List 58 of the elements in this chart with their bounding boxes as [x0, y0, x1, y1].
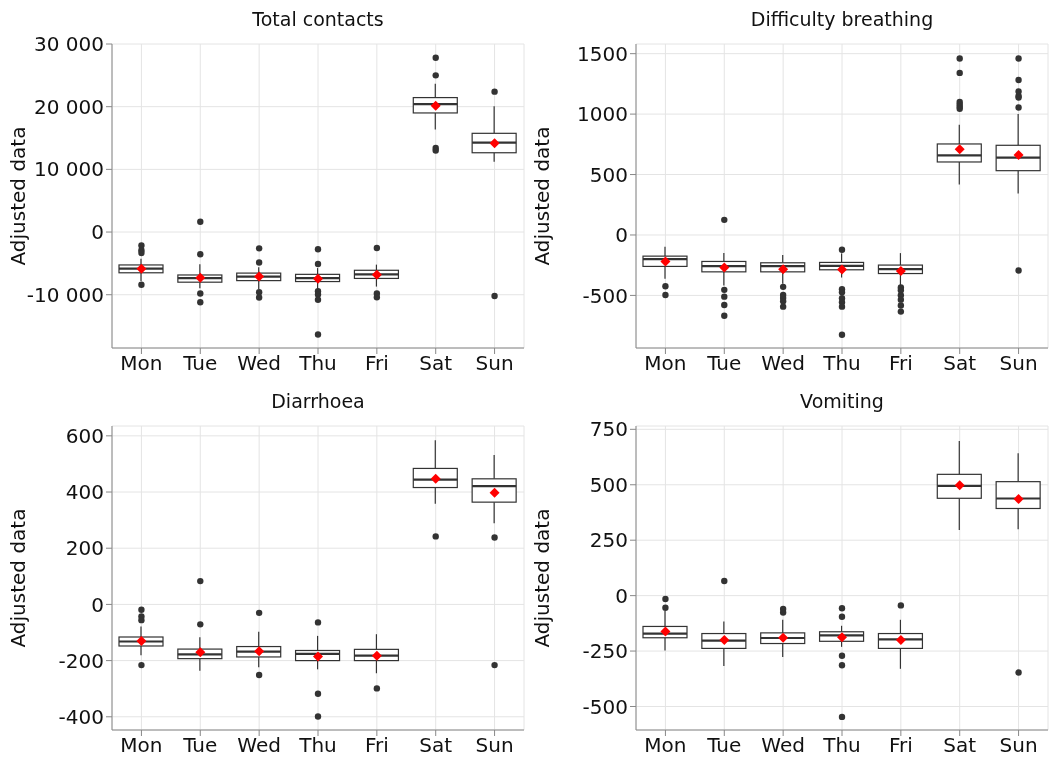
y-tick-label: -400 — [58, 704, 104, 729]
x-tick-label: Mon — [644, 733, 687, 758]
x-tick-label: Tue — [706, 733, 742, 758]
x-tick-label: Wed — [237, 351, 281, 376]
x-tick-label: Sun — [475, 733, 514, 758]
y-tick-label: 0 — [615, 223, 628, 248]
x-tick-label: Thu — [298, 733, 337, 758]
x-tick-label: Thu — [822, 733, 861, 758]
y-tick-label: 10 000 — [34, 157, 104, 182]
x-tick-label: Tue — [182, 351, 218, 376]
y-tick-label: 750 — [589, 417, 628, 442]
y-tick-label: -200 — [58, 648, 104, 673]
y-tick-label: 200 — [65, 536, 104, 561]
x-tick-label: Tue — [706, 351, 742, 376]
x-tick-label: Fri — [364, 733, 389, 758]
y-tick-label: 1500 — [577, 41, 628, 66]
chart-title: Vomiting — [799, 390, 885, 412]
y-tick-label: 0 — [91, 592, 104, 617]
y-axis-title: Adjusted data — [6, 126, 31, 266]
y-tick-label: 0 — [91, 220, 104, 245]
y-tick-label: 0 — [615, 583, 628, 608]
y-axis-title: Adjusted data — [530, 126, 555, 266]
y-tick-label: -500 — [582, 694, 628, 719]
chart-title: Diarrhoea — [270, 390, 366, 412]
x-tick-label: Wed — [761, 733, 805, 758]
x-tick-label: Sat — [419, 733, 453, 758]
x-tick-label: Fri — [364, 351, 389, 376]
y-axis-title: Adjusted data — [6, 508, 31, 648]
y-tick-label: 600 — [65, 423, 104, 448]
y-tick-label: -250 — [582, 639, 628, 664]
x-tick-label: Thu — [298, 351, 337, 376]
y-tick-label: 20 000 — [34, 94, 104, 119]
chart-title: Total contacts — [251, 8, 385, 30]
y-tick-label: -10 000 — [26, 282, 104, 307]
y-tick-label: 30 000 — [34, 32, 104, 57]
x-tick-label: Sun — [475, 351, 514, 376]
y-tick-label: 500 — [589, 162, 628, 187]
y-tick-label: 1000 — [577, 102, 628, 127]
x-tick-label: Sat — [943, 351, 977, 376]
y-tick-label: 400 — [65, 480, 104, 505]
x-tick-label: Wed — [237, 733, 281, 758]
x-tick-label: Sun — [999, 351, 1038, 376]
x-tick-label: Mon — [120, 733, 163, 758]
y-tick-label: 500 — [589, 472, 628, 497]
x-tick-label: Sun — [999, 733, 1038, 758]
y-tick-label: 250 — [589, 528, 628, 553]
x-tick-label: Wed — [761, 351, 805, 376]
x-tick-label: Mon — [644, 351, 687, 376]
x-tick-label: Fri — [888, 351, 913, 376]
x-tick-label: Tue — [182, 733, 218, 758]
y-axis-title: Adjusted data — [530, 508, 555, 648]
chart-title: Difficulty breathing — [749, 8, 935, 30]
x-tick-label: Sat — [943, 733, 977, 758]
y-tick-label: -500 — [582, 283, 628, 308]
x-tick-label: Thu — [822, 351, 861, 376]
x-tick-label: Fri — [888, 733, 913, 758]
x-tick-label: Sat — [419, 351, 453, 376]
x-tick-label: Mon — [120, 351, 163, 376]
